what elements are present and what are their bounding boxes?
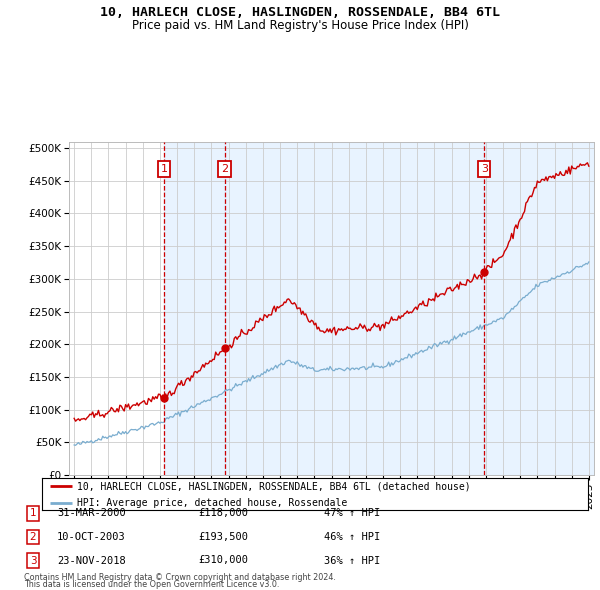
Text: 10, HARLECH CLOSE, HASLINGDEN, ROSSENDALE, BB4 6TL: 10, HARLECH CLOSE, HASLINGDEN, ROSSENDAL… xyxy=(100,6,500,19)
Text: 23-NOV-2018: 23-NOV-2018 xyxy=(57,556,126,565)
Text: Price paid vs. HM Land Registry's House Price Index (HPI): Price paid vs. HM Land Registry's House … xyxy=(131,19,469,32)
Text: 1: 1 xyxy=(29,509,37,518)
Text: 3: 3 xyxy=(481,164,488,174)
Text: This data is licensed under the Open Government Licence v3.0.: This data is licensed under the Open Gov… xyxy=(24,580,280,589)
Text: £310,000: £310,000 xyxy=(198,556,248,565)
Text: Contains HM Land Registry data © Crown copyright and database right 2024.: Contains HM Land Registry data © Crown c… xyxy=(24,573,336,582)
Text: 2: 2 xyxy=(29,532,37,542)
Text: £118,000: £118,000 xyxy=(198,509,248,518)
Text: 31-MAR-2000: 31-MAR-2000 xyxy=(57,509,126,518)
Text: 10, HARLECH CLOSE, HASLINGDEN, ROSSENDALE, BB4 6TL (detached house): 10, HARLECH CLOSE, HASLINGDEN, ROSSENDAL… xyxy=(77,481,471,491)
Text: 1: 1 xyxy=(161,164,168,174)
Bar xyxy=(484,142,594,475)
Text: 2: 2 xyxy=(221,164,229,174)
Bar xyxy=(225,142,484,475)
Text: 10-OCT-2003: 10-OCT-2003 xyxy=(57,532,126,542)
Text: 46% ↑ HPI: 46% ↑ HPI xyxy=(324,532,380,542)
Text: 36% ↑ HPI: 36% ↑ HPI xyxy=(324,556,380,565)
Text: £193,500: £193,500 xyxy=(198,532,248,542)
Text: 47% ↑ HPI: 47% ↑ HPI xyxy=(324,509,380,518)
Bar xyxy=(164,142,225,475)
Text: 3: 3 xyxy=(29,556,37,565)
Text: HPI: Average price, detached house, Rossendale: HPI: Average price, detached house, Ross… xyxy=(77,498,348,508)
